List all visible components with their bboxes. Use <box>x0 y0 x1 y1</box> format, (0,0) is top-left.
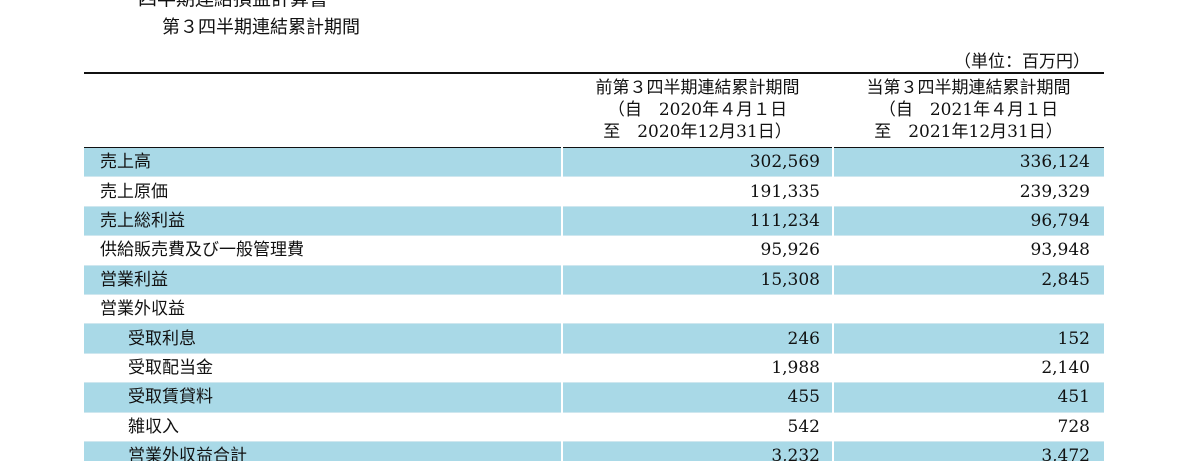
table-row: 供給販売費及び一般管理費 95,926 93,948 <box>84 235 1104 266</box>
curr-value: 3,472 <box>832 441 1104 461</box>
table-row: 受取配当金 1,988 2,140 <box>84 353 1104 384</box>
prev-value: 15,308 <box>561 265 833 295</box>
table-header-row: 前第３四半期連結累計期間 （自 2020年４月１日 至 2020年12月31日）… <box>84 73 1104 148</box>
curr-value <box>832 294 1104 325</box>
row-label: 売上高 <box>84 146 562 178</box>
label-column-header <box>84 73 562 148</box>
prev-period-title: 前第３四半期連結累計期間 <box>595 78 800 98</box>
table-row: 雑収入 542 728 <box>84 412 1104 442</box>
statement-title: 四半期連結損益計算書 <box>138 0 328 11</box>
prev-value: 111,234 <box>561 206 833 237</box>
curr-value: 96,794 <box>832 206 1104 237</box>
table-row: 売上総利益 111,234 96,794 <box>84 206 1104 237</box>
row-label: 売上原価 <box>84 176 562 207</box>
curr-value: 336,124 <box>832 146 1104 178</box>
curr-value: 2,845 <box>832 265 1104 295</box>
curr-period-to: 至 2021年12月31日） <box>874 122 1063 142</box>
curr-value: 93,948 <box>832 235 1104 266</box>
curr-value: 2,140 <box>832 353 1104 384</box>
table-row: 売上高 302,569 336,124 <box>84 146 1104 178</box>
prev-period-to: 至 2020年12月31日） <box>603 122 792 142</box>
curr-value: 239,329 <box>832 176 1104 207</box>
prev-value: 1,988 <box>561 353 833 384</box>
row-label: 営業利益 <box>84 265 562 295</box>
table-row: 営業利益 15,308 2,845 <box>84 265 1104 295</box>
row-label: 雑収入 <box>84 412 562 442</box>
prev-period-from: （自 2020年４月１日 <box>607 100 788 120</box>
table-row: 受取利息 246 152 <box>84 323 1104 354</box>
income-statement-table: 前第３四半期連結累計期間 （自 2020年４月１日 至 2020年12月31日）… <box>84 72 1104 461</box>
table-row: 売上原価 191,335 239,329 <box>84 176 1104 207</box>
curr-value: 152 <box>832 323 1104 354</box>
curr-value: 728 <box>832 412 1104 442</box>
curr-period-title: 当第３四半期連結累計期間 <box>866 78 1071 98</box>
row-label: 売上総利益 <box>84 206 562 237</box>
row-label: 受取賃貸料 <box>84 382 562 413</box>
table-row: 営業外収益 <box>84 294 1104 325</box>
prev-value: 95,926 <box>561 235 833 266</box>
prev-value: 3,232 <box>561 441 833 461</box>
period-subtitle: 第３四半期連結累計期間 <box>162 17 360 38</box>
row-label: 受取利息 <box>84 323 562 354</box>
row-label: 営業外収益合計 <box>84 441 562 461</box>
prev-value: 542 <box>561 412 833 442</box>
curr-period-header: 当第３四半期連結累計期間 （自 2021年４月１日 至 2021年12月31日） <box>833 73 1104 148</box>
prev-value: 191,335 <box>561 176 833 207</box>
table-row: 受取賃貸料 455 451 <box>84 382 1104 413</box>
row-label: 供給販売費及び一般管理費 <box>84 235 562 266</box>
curr-value: 451 <box>832 382 1104 413</box>
prev-period-header: 前第３四半期連結累計期間 （自 2020年４月１日 至 2020年12月31日） <box>562 73 833 148</box>
prev-value <box>561 294 833 325</box>
row-label: 受取配当金 <box>84 353 562 384</box>
prev-value: 455 <box>561 382 833 413</box>
table-row: 営業外収益合計 3,232 3,472 <box>84 441 1104 461</box>
unit-note: （単位：百万円） <box>954 52 1090 72</box>
row-label: 営業外収益 <box>84 294 562 325</box>
prev-value: 302,569 <box>561 146 833 178</box>
prev-value: 246 <box>561 323 833 354</box>
curr-period-from: （自 2021年４月１日 <box>878 100 1059 120</box>
